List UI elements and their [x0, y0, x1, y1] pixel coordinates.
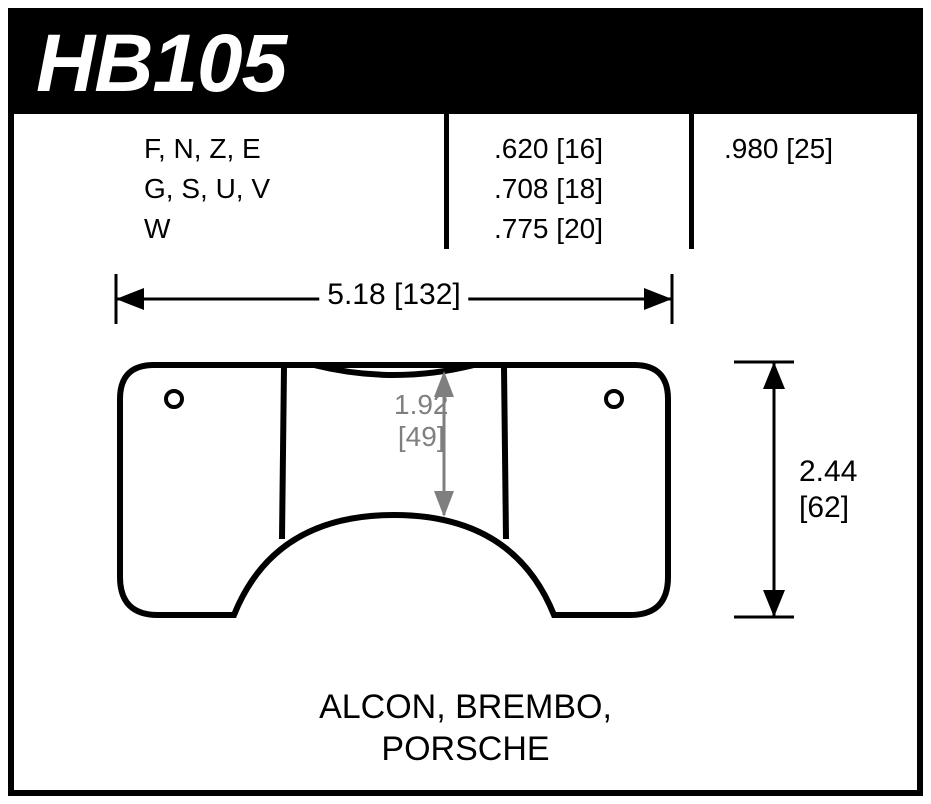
compounds-column: F, N, Z, E G, S, U, V W [14, 114, 444, 249]
part-number: HB105 [36, 17, 286, 111]
compounds-line: F, N, Z, E [144, 129, 444, 169]
height-label: 2.44 [62] [799, 454, 857, 526]
divider [689, 114, 694, 249]
spec-area: F, N, Z, E G, S, U, V W .620 [16] .708 [… [14, 114, 917, 249]
thickness-row: .620 [16] [494, 129, 689, 169]
header-bar: HB105 [14, 14, 917, 114]
thickness-row: .775 [20] [494, 209, 689, 249]
applications-label: ALCON, BREMBO, PORSCHE [14, 686, 917, 770]
compounds-line: W [144, 209, 444, 249]
diagram-zone: 5.18 [132] 1.92 [49 [14, 274, 917, 724]
width-dimension: 5.18 [132] [114, 274, 674, 324]
height-dimension: 2.44 [62] [734, 359, 904, 624]
thickness-column-1: .620 [16] .708 [18] .775 [20] [444, 114, 689, 249]
thickness-row: .708 [18] [494, 169, 689, 209]
thickness-column-2: .980 [25] [689, 114, 909, 249]
thickness-row: .980 [25] [724, 129, 909, 169]
width-label: 5.18 [132] [319, 278, 468, 312]
divider [444, 114, 449, 249]
inner-height-label: 1.92 [49] [394, 389, 449, 453]
compounds-line: G, S, U, V [144, 169, 444, 209]
outer-frame: HB105 F, N, Z, E G, S, U, V W .620 [16] … [8, 8, 923, 796]
